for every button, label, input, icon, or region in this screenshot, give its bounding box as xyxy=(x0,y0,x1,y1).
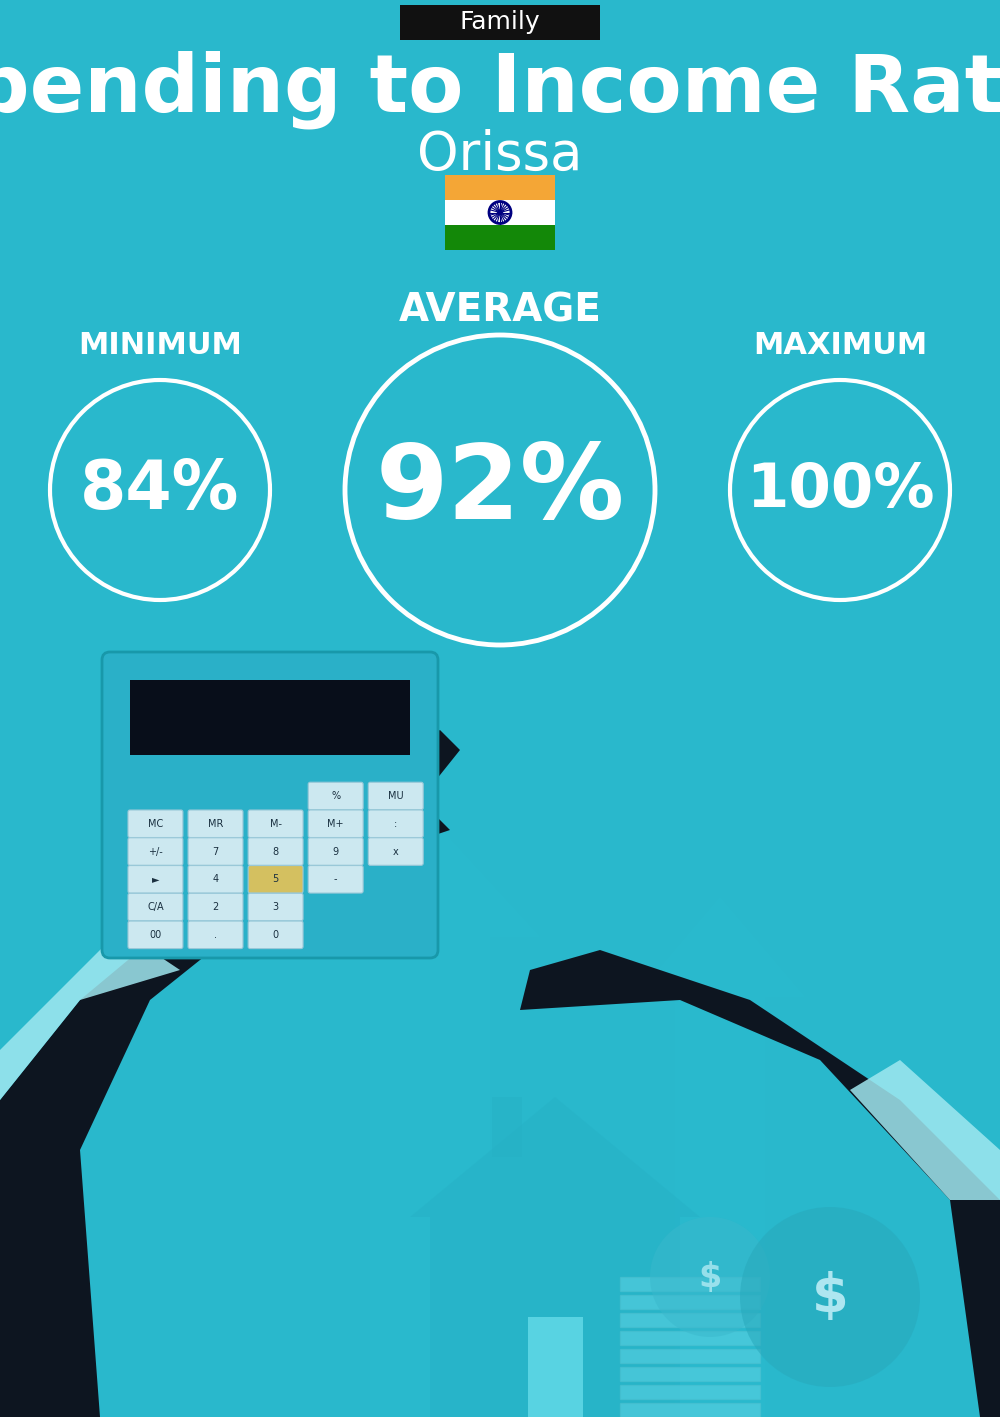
Polygon shape xyxy=(430,1217,680,1417)
FancyBboxPatch shape xyxy=(308,782,363,809)
FancyBboxPatch shape xyxy=(248,811,303,837)
Text: MR: MR xyxy=(208,819,223,829)
FancyBboxPatch shape xyxy=(128,893,183,921)
Text: 8: 8 xyxy=(273,846,279,856)
FancyBboxPatch shape xyxy=(620,1295,760,1309)
FancyBboxPatch shape xyxy=(188,811,243,837)
FancyBboxPatch shape xyxy=(308,837,363,866)
Text: +/-: +/- xyxy=(148,846,163,856)
FancyBboxPatch shape xyxy=(248,921,303,948)
FancyBboxPatch shape xyxy=(445,225,555,249)
FancyBboxPatch shape xyxy=(492,1097,522,1158)
Text: C/A: C/A xyxy=(147,903,164,913)
FancyBboxPatch shape xyxy=(620,1277,760,1291)
Text: Spending to Income Ratio: Spending to Income Ratio xyxy=(0,51,1000,129)
FancyBboxPatch shape xyxy=(620,1314,760,1326)
FancyBboxPatch shape xyxy=(248,837,303,866)
FancyBboxPatch shape xyxy=(128,866,183,893)
FancyBboxPatch shape xyxy=(368,782,423,809)
FancyBboxPatch shape xyxy=(188,866,243,893)
FancyBboxPatch shape xyxy=(188,893,243,921)
FancyBboxPatch shape xyxy=(528,1316,583,1417)
Text: Orissa: Orissa xyxy=(417,129,583,181)
Text: 5: 5 xyxy=(272,874,279,884)
FancyBboxPatch shape xyxy=(102,652,438,958)
Text: -: - xyxy=(334,874,337,884)
Text: Family: Family xyxy=(460,10,540,34)
Text: M+: M+ xyxy=(327,819,344,829)
Polygon shape xyxy=(320,818,540,1417)
Polygon shape xyxy=(635,897,805,1417)
Text: 92%: 92% xyxy=(375,439,625,540)
Polygon shape xyxy=(310,730,460,820)
Text: %: % xyxy=(331,791,340,801)
Text: $: $ xyxy=(698,1261,722,1294)
FancyBboxPatch shape xyxy=(130,680,410,755)
FancyBboxPatch shape xyxy=(188,837,243,866)
FancyBboxPatch shape xyxy=(248,893,303,921)
Text: .: . xyxy=(214,930,217,939)
FancyBboxPatch shape xyxy=(128,837,183,866)
FancyBboxPatch shape xyxy=(620,1331,760,1345)
Text: 84%: 84% xyxy=(80,458,240,523)
Text: ►: ► xyxy=(152,874,159,884)
Polygon shape xyxy=(410,1097,700,1217)
Polygon shape xyxy=(0,930,180,1100)
Text: 4: 4 xyxy=(212,874,219,884)
FancyBboxPatch shape xyxy=(620,1403,760,1417)
Text: 0: 0 xyxy=(273,930,279,939)
Polygon shape xyxy=(0,801,450,1417)
Text: MC: MC xyxy=(148,819,163,829)
FancyBboxPatch shape xyxy=(128,811,183,837)
Text: 00: 00 xyxy=(149,930,162,939)
FancyBboxPatch shape xyxy=(400,6,600,40)
Text: 100%: 100% xyxy=(746,461,934,520)
Text: M-: M- xyxy=(270,819,282,829)
FancyBboxPatch shape xyxy=(368,811,423,837)
Circle shape xyxy=(497,210,503,215)
Text: MU: MU xyxy=(388,791,404,801)
Text: x: x xyxy=(393,846,399,856)
Text: AVERAGE: AVERAGE xyxy=(399,290,601,329)
Text: $: $ xyxy=(812,1271,848,1323)
Text: :: : xyxy=(394,819,397,829)
FancyBboxPatch shape xyxy=(308,811,363,837)
Text: 2: 2 xyxy=(212,903,219,913)
Text: MINIMUM: MINIMUM xyxy=(78,330,242,360)
FancyBboxPatch shape xyxy=(620,1367,760,1382)
FancyBboxPatch shape xyxy=(620,1349,760,1363)
FancyBboxPatch shape xyxy=(445,200,555,225)
Text: 7: 7 xyxy=(212,846,219,856)
Circle shape xyxy=(650,1217,770,1338)
Text: 3: 3 xyxy=(273,903,279,913)
Circle shape xyxy=(740,1207,920,1387)
FancyBboxPatch shape xyxy=(620,1384,760,1399)
Text: MAXIMUM: MAXIMUM xyxy=(753,330,927,360)
Polygon shape xyxy=(520,949,1000,1417)
FancyBboxPatch shape xyxy=(445,176,555,200)
FancyBboxPatch shape xyxy=(248,866,303,893)
Text: 9: 9 xyxy=(333,846,339,856)
FancyBboxPatch shape xyxy=(128,921,183,948)
FancyBboxPatch shape xyxy=(308,866,363,893)
Polygon shape xyxy=(850,1060,1000,1200)
FancyBboxPatch shape xyxy=(368,837,423,866)
FancyBboxPatch shape xyxy=(188,921,243,948)
